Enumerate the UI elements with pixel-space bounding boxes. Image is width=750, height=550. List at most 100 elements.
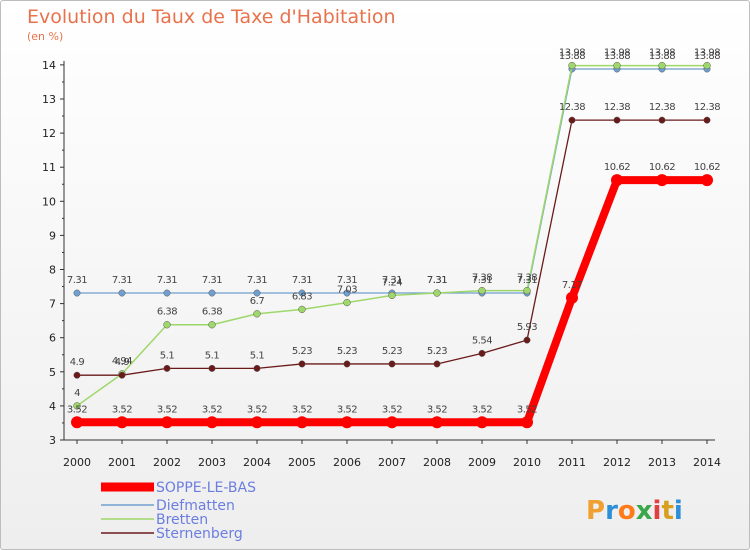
data-point [341, 416, 353, 429]
series-line [77, 176, 707, 427]
data-point [298, 289, 306, 297]
legend-label: Diefmatten [156, 498, 235, 514]
data-label: 3.52 [472, 404, 492, 415]
legend-label: Bretten [156, 512, 208, 528]
data-label: 7.31 [382, 275, 402, 286]
data-label: 3.52 [112, 404, 132, 415]
data-point [703, 116, 711, 124]
data-label: 13.98 [694, 48, 720, 59]
logo-letter: P [586, 496, 605, 526]
data-label: 3.52 [202, 404, 222, 415]
data-label: 5.23 [427, 346, 447, 357]
y-tick-label: 14 [42, 59, 56, 72]
data-point [433, 289, 441, 297]
data-label: 3.52 [382, 404, 402, 415]
data-label: 7.31 [337, 275, 357, 286]
data-label: 13.98 [604, 48, 630, 59]
data-label: 5.23 [292, 346, 312, 357]
data-point [208, 321, 216, 329]
data-label: 6.38 [202, 307, 222, 318]
data-label: 5.23 [382, 346, 402, 357]
x-tick-label: 2001 [108, 456, 136, 469]
chart-subtitle: (en %) [27, 30, 64, 43]
data-label: 12.38 [604, 102, 630, 113]
y-tick-label: 6 [49, 332, 56, 345]
data-point [253, 310, 261, 318]
data-label: 4.9 [115, 357, 130, 368]
data-label: 3.52 [427, 404, 447, 415]
data-label: 7.38 [472, 273, 492, 284]
data-point [208, 364, 216, 372]
data-label: 3.52 [292, 404, 312, 415]
data-label: 3.52 [337, 404, 357, 415]
data-label: 3.52 [247, 404, 267, 415]
data-point [431, 416, 443, 429]
logo-letter: i [653, 496, 662, 526]
data-point [613, 61, 621, 70]
data-label: 4 [74, 388, 80, 399]
data-point [701, 174, 713, 187]
data-label: 7.31 [292, 275, 312, 286]
y-tick-label: 5 [49, 366, 56, 379]
data-point [656, 174, 668, 187]
data-point [73, 371, 81, 379]
x-tick-label: 2007 [378, 456, 406, 469]
logo-letter: i [674, 496, 683, 526]
data-point [206, 416, 218, 429]
data-point [478, 286, 486, 295]
series-sternenberg [73, 116, 711, 379]
data-point [658, 116, 666, 124]
data-point [658, 61, 666, 70]
y-tick-label: 10 [42, 195, 56, 208]
data-label: 7.17 [562, 280, 582, 291]
logo-letter: o [618, 496, 636, 526]
data-point [253, 289, 261, 297]
data-point [703, 61, 711, 70]
data-label: 10.62 [649, 162, 675, 173]
data-point [163, 321, 171, 329]
series-line [77, 119, 707, 376]
data-point [343, 289, 351, 297]
y-tick-label: 4 [49, 400, 56, 413]
x-tick-label: 2005 [288, 456, 316, 469]
series-soppe-le-bas [71, 174, 713, 429]
data-point [253, 364, 261, 372]
x-tick-label: 2002 [153, 456, 181, 469]
data-point [568, 61, 576, 70]
legend-label: Sternenberg [156, 526, 243, 542]
data-point [388, 360, 396, 368]
data-point [161, 416, 173, 429]
data-label: 10.62 [694, 162, 720, 173]
data-point [208, 289, 216, 297]
data-label: 7.31 [112, 275, 132, 286]
y-tick-label: 13 [42, 93, 56, 106]
data-label: 7.31 [202, 275, 222, 286]
data-point [343, 298, 351, 307]
data-point [523, 286, 531, 295]
data-label: 5.93 [517, 322, 537, 333]
data-label: 4.9 [70, 357, 85, 368]
legend-item: SOPPE-LE-BAS [101, 480, 256, 496]
legend-item: Diefmatten [101, 498, 235, 514]
data-label: 10.62 [604, 162, 630, 173]
data-point [163, 364, 171, 372]
x-tick-label: 2009 [468, 456, 496, 469]
data-label: 7.03 [337, 285, 357, 296]
data-point [163, 289, 171, 297]
y-tick-label: 9 [49, 229, 56, 242]
data-label: 7.31 [427, 275, 447, 286]
legend-item: Sternenberg [101, 526, 243, 542]
x-tick-label: 2010 [513, 456, 541, 469]
logo-letter: r [605, 496, 618, 526]
data-point [116, 416, 128, 429]
data-point [118, 289, 126, 297]
data-label: 7.31 [517, 275, 537, 286]
data-label: 7.31 [427, 275, 447, 286]
data-label: 5.54 [472, 335, 492, 346]
data-point [73, 289, 81, 297]
x-tick-label: 2013 [648, 456, 676, 469]
data-point [298, 360, 306, 368]
data-point [566, 291, 578, 304]
data-point [73, 402, 81, 410]
